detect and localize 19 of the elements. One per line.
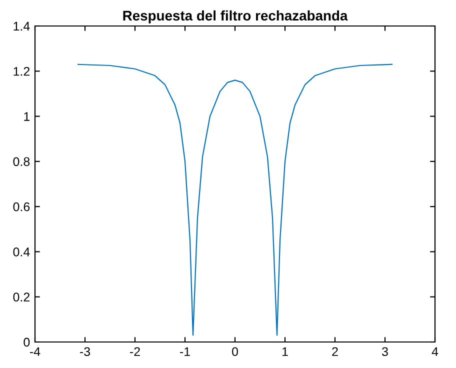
- x-tick-label: 2: [332, 347, 338, 356]
- x-tick-label: -1: [180, 347, 190, 356]
- line-series: [77, 64, 393, 336]
- y-tick-label: 0.4: [13, 248, 30, 256]
- y-tick-label: 1.4: [14, 22, 30, 31]
- y-tick-label: 1: [24, 112, 30, 121]
- chart-title: Respuesta del filtro rechazabanda: [123, 10, 348, 24]
- x-tick-label: 1: [282, 347, 288, 356]
- x-tick-label: 4: [432, 347, 438, 356]
- x-tick-label: 0: [232, 347, 238, 356]
- x-tick-label: -3: [80, 347, 90, 356]
- x-tick-label: -2: [130, 347, 140, 356]
- y-tick-label: 0.2: [13, 292, 30, 302]
- y-tick-label: 0.6: [13, 202, 30, 212]
- y-tick-label: 1.2: [14, 66, 30, 76]
- x-tick-label: 3: [382, 347, 388, 356]
- y-tick-label: 0: [24, 338, 30, 347]
- x-tick-label: -4: [30, 347, 40, 356]
- y-tick-label: 0.8: [13, 157, 30, 166]
